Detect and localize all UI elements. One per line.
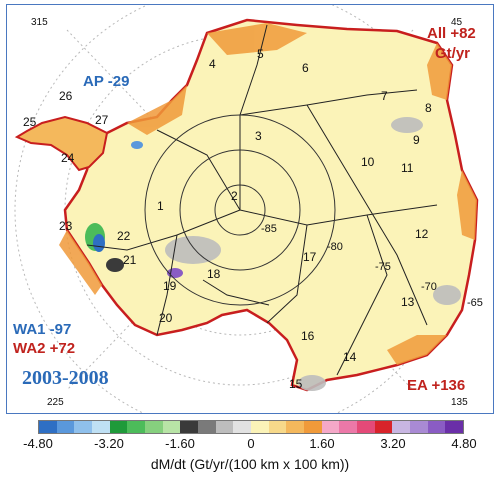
lon-label-135: 135: [451, 397, 468, 408]
colorbar-tick-label: -3.20: [94, 436, 124, 451]
colorbar-swatch: [374, 421, 393, 433]
colorbar-swatch: [286, 421, 305, 433]
basin-label-19: 19: [163, 279, 177, 293]
colorbar-swatch: [339, 421, 358, 433]
basin-label-17: 17: [303, 250, 317, 264]
basin-label-11: 11: [401, 161, 414, 175]
basin-boundaries: [86, 24, 438, 376]
lat-label-65: -65: [467, 297, 483, 309]
colorbar-swatch: [215, 421, 234, 433]
basin-label-27: 27: [95, 113, 109, 127]
basin-label-16: 16: [301, 329, 315, 343]
basin-label-15: 15: [289, 377, 303, 391]
colorbar-swatch: [92, 421, 110, 433]
colorbar-swatch: [251, 421, 269, 433]
colorbar-swatch: [427, 421, 446, 433]
region-wa2-total: WA2 +72: [13, 340, 76, 357]
colorbar-swatch: [56, 421, 75, 433]
basin-label-23: 23: [59, 219, 73, 233]
colorbar-unit-label: dM/dt (Gt/yr/(100 km x 100 km)): [150, 456, 350, 472]
basin-label-20: 20: [159, 311, 173, 325]
basin-label-2: 2: [231, 189, 238, 203]
colorbar-tick-label: 1.60: [309, 436, 335, 451]
basin-label-21: 21: [123, 253, 137, 267]
lon-label-315: 315: [31, 17, 48, 28]
lat-label-75: -75: [375, 261, 391, 273]
region-ap-total: AP -29: [83, 73, 130, 90]
period-label: 2003-2008: [22, 367, 109, 389]
lon-label-225: 225: [47, 397, 64, 408]
colorbar-swatch: [410, 421, 428, 433]
map-panel: 2 3 4 5 6 7 8 9 10 11 12 13 14 15 16 17 …: [6, 4, 494, 414]
basin-label-24: 24: [61, 151, 75, 165]
basin-label-8: 8: [425, 101, 432, 115]
basin-label-13: 13: [401, 295, 415, 309]
colorbar: [38, 420, 464, 434]
basin-label-22: 22: [117, 229, 131, 243]
basin-label-26: 26: [59, 89, 73, 103]
region-ea-total: EA +136: [407, 377, 466, 394]
colorbar-tick-label: 0: [247, 436, 255, 451]
lat-label-85: -85: [261, 223, 277, 235]
colorbar-tick-label: 4.80: [451, 436, 477, 451]
colorbar-swatch: [445, 421, 464, 433]
region-all-unit: Gt/yr: [435, 45, 471, 62]
colorbar-tick-label: 3.20: [380, 436, 406, 451]
basin-label-9: 9: [413, 133, 420, 147]
latitude-circles: [144, 114, 336, 306]
lat-label-80: -80: [327, 241, 343, 253]
colorbar-tick-label: -1.60: [165, 436, 195, 451]
colorbar-swatch: [74, 421, 93, 433]
basin-label-25: 25: [23, 115, 37, 129]
antarctica-map: [14, 5, 479, 413]
mass-loss-hotspots: [85, 141, 183, 278]
colorbar-ticks: -4.80 -3.20 -1.60 0 1.60 3.20 4.80: [23, 436, 476, 454]
coastal-mass-gain: [59, 23, 477, 365]
basin-label-12: 12: [415, 227, 429, 241]
basin-label-5: 5: [257, 47, 264, 61]
colorbar-swatch: [162, 421, 181, 433]
colorbar-tick-label: -4.80: [23, 436, 53, 451]
colorbar-swatch: [357, 421, 375, 433]
colorbar-swatch: [233, 421, 252, 433]
basin-label-14: 14: [343, 350, 357, 364]
region-all-total: All +82: [427, 25, 476, 42]
region-wa1-total: WA1 -97: [13, 321, 72, 338]
basin-label-3: 3: [255, 129, 262, 143]
colorbar-swatch: [392, 421, 411, 433]
basin-label-18: 18: [207, 267, 221, 281]
interior-patches: [165, 117, 461, 391]
colorbar-swatch: [180, 421, 199, 433]
colorbar-swatch: [109, 421, 128, 433]
colorbar-swatch: [39, 421, 57, 433]
basin-label-10: 10: [361, 155, 375, 169]
basin-label-6: 6: [302, 61, 309, 75]
colorbar-swatch: [304, 421, 322, 433]
colorbar-swatch: [268, 421, 287, 433]
peninsula-shape: [14, 115, 109, 172]
basin-label-7: 7: [381, 89, 388, 103]
colorbar-swatch: [198, 421, 216, 433]
basin-label-1: 1: [157, 199, 164, 213]
colorbar-swatch: [145, 421, 163, 433]
colorbar-swatch: [321, 421, 340, 433]
basin-label-4: 4: [209, 57, 216, 71]
lon-label-45: 45: [451, 17, 463, 28]
lat-label-70: -70: [421, 281, 437, 293]
colorbar-swatch: [127, 421, 146, 433]
